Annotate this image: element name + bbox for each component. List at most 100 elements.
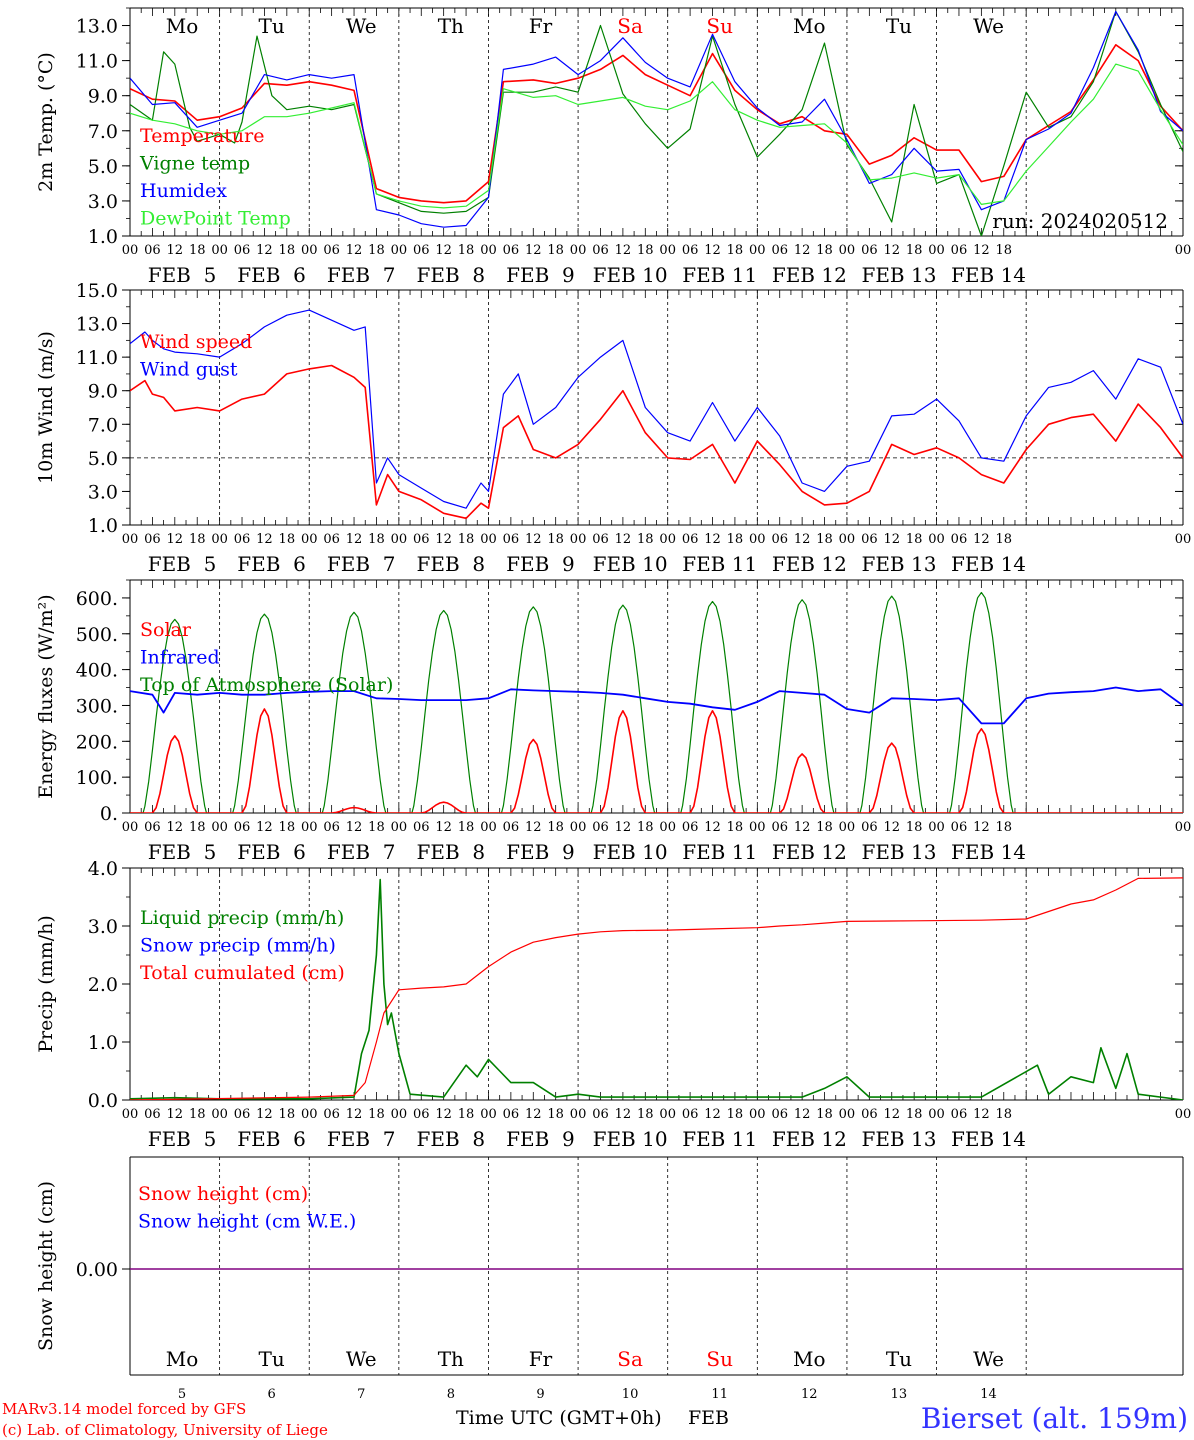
hour-tick-label: 00 [480,532,497,547]
hour-tick-label: 18 [547,532,564,547]
y-tick-label: 7.0 [88,121,118,143]
hour-tick-label: 18 [995,243,1012,258]
hour-tick-label: 00 [480,1107,497,1122]
hour-tick-label: 00 [570,1107,587,1122]
date-label: FEB 8 [417,1127,486,1151]
hour-tick-label: 18 [637,243,654,258]
hour-tick-label: 06 [413,820,430,835]
weekday-label: Th [438,1347,464,1371]
hour-tick-label: 00 [839,243,856,258]
hour-tick-label: 00 [1175,1107,1192,1122]
hour-tick-label: 18 [189,1107,206,1122]
weekday-label: We [346,1347,377,1371]
hour-tick-label: 12 [167,820,184,835]
hour-tick-label: 06 [771,532,788,547]
hour-tick-label: 18 [458,532,475,547]
hour-tick-label: 00 [1175,532,1192,547]
hour-tick-label: 12 [525,1107,542,1122]
hour-tick-label: 00 [570,243,587,258]
date-label: FEB 8 [417,840,486,864]
hour-tick-label: 00 [301,820,318,835]
hour-tick-label: 06 [592,243,609,258]
weekday-label: Sa [617,14,643,38]
hour-tick-label: 00 [122,243,139,258]
series-line-wind-gust [130,309,1183,509]
hour-tick-label: 00 [928,243,945,258]
y-tick-label: 5.0 [88,156,118,178]
y-tick-label: 0. [100,803,118,825]
hour-tick-label: 12 [883,532,900,547]
legend-entry: Vigne temp [139,153,250,175]
hour-tick-label: 12 [435,243,452,258]
hour-tick-label: 00 [480,820,497,835]
date-label: FEB 7 [327,1127,396,1151]
series-line-temperature [130,43,1183,204]
panel-1: 1.0 3.0 5.0 7.0 9.0 11.0 13.0 2m Temp. (°C) Temp… [35,7,1192,287]
y-axis-label: Precip (mm/h) [35,915,57,1053]
hour-tick-label: 12 [973,820,990,835]
hour-tick-label: 18 [816,532,833,547]
hour-tick-label: 06 [144,243,161,258]
hour-tick-label: 00 [659,1107,676,1122]
hour-tick-label: 12 [435,1107,452,1122]
hour-tick-label: 00 [211,1107,228,1122]
hour-tick-label: 12 [615,820,632,835]
date-label: FEB 11 [682,1127,757,1151]
hour-tick-label: 00 [391,532,408,547]
month-label: FEB [688,1407,729,1429]
weekday-label: Tu [258,1347,284,1371]
hour-tick-label: 06 [771,1107,788,1122]
date-label: FEB 13 [861,1127,936,1151]
y-tick-label: 13.0 [76,314,118,336]
hour-tick-label: 12 [615,243,632,258]
y-tick-label: 7.0 [88,414,118,436]
hour-tick-label: 18 [458,820,475,835]
date-label: FEB 14 [951,840,1026,864]
hour-tick-label: 00 [928,532,945,547]
hour-tick-label: 18 [368,1107,385,1122]
legend-entry: Wind gust [140,359,238,381]
hour-tick-label: 12 [883,820,900,835]
hour-tick-label: 00 [659,243,676,258]
hour-tick-label: 18 [189,532,206,547]
hour-tick-label: 06 [503,820,520,835]
hour-tick-label: 18 [727,1107,744,1122]
weekday-label: Mo [793,14,826,38]
hour-tick-label: 00 [1175,243,1192,258]
hour-tick-label: 12 [256,1107,273,1122]
hour-tick-label: 00 [749,243,766,258]
hour-tick-label: 06 [503,1107,520,1122]
hour-tick-label: 12 [167,1107,184,1122]
series-line-solar [130,708,1183,813]
date-label: FEB 9 [506,1127,575,1151]
day-number: 10 [622,1387,639,1402]
y-tick-label: 9.0 [88,381,118,403]
hour-tick-label: 12 [435,532,452,547]
hour-tick-label: 06 [951,820,968,835]
hour-tick-label: 12 [346,1107,363,1122]
hour-tick-label: 12 [883,243,900,258]
hour-tick-label: 18 [995,532,1012,547]
y-tick-label: 13.0 [76,16,118,38]
y-axis-label: 2m Temp. (°C) [35,52,57,192]
date-label: FEB 13 [861,840,936,864]
hour-tick-label: 00 [839,532,856,547]
hour-tick-label: 06 [951,532,968,547]
panel-2: 1.0 3.0 5.0 7.0 9.0 11.0 13.0 15.0 10m Wind (m/s… [35,280,1191,576]
hour-tick-label: 18 [458,243,475,258]
weekday-label: Mo [166,1347,199,1371]
date-label: FEB 5 [148,840,217,864]
y-axis-label: Energy fluxes (W/m²) [35,594,57,798]
day-number: 13 [891,1387,908,1402]
hour-tick-label: 06 [144,532,161,547]
weekday-label: We [346,14,377,38]
hour-tick-label: 06 [861,1107,878,1122]
weekday-label: Tu [886,1347,912,1371]
date-label: FEB 14 [951,552,1026,576]
model-credit: MARv3.14 model forced by GFS [2,1400,246,1418]
legend-entry: Snow height (cm) [138,1183,308,1205]
hour-tick-label: 00 [749,532,766,547]
hour-tick-label: 06 [323,820,340,835]
date-label: FEB 11 [682,263,757,287]
hour-tick-label: 12 [794,243,811,258]
